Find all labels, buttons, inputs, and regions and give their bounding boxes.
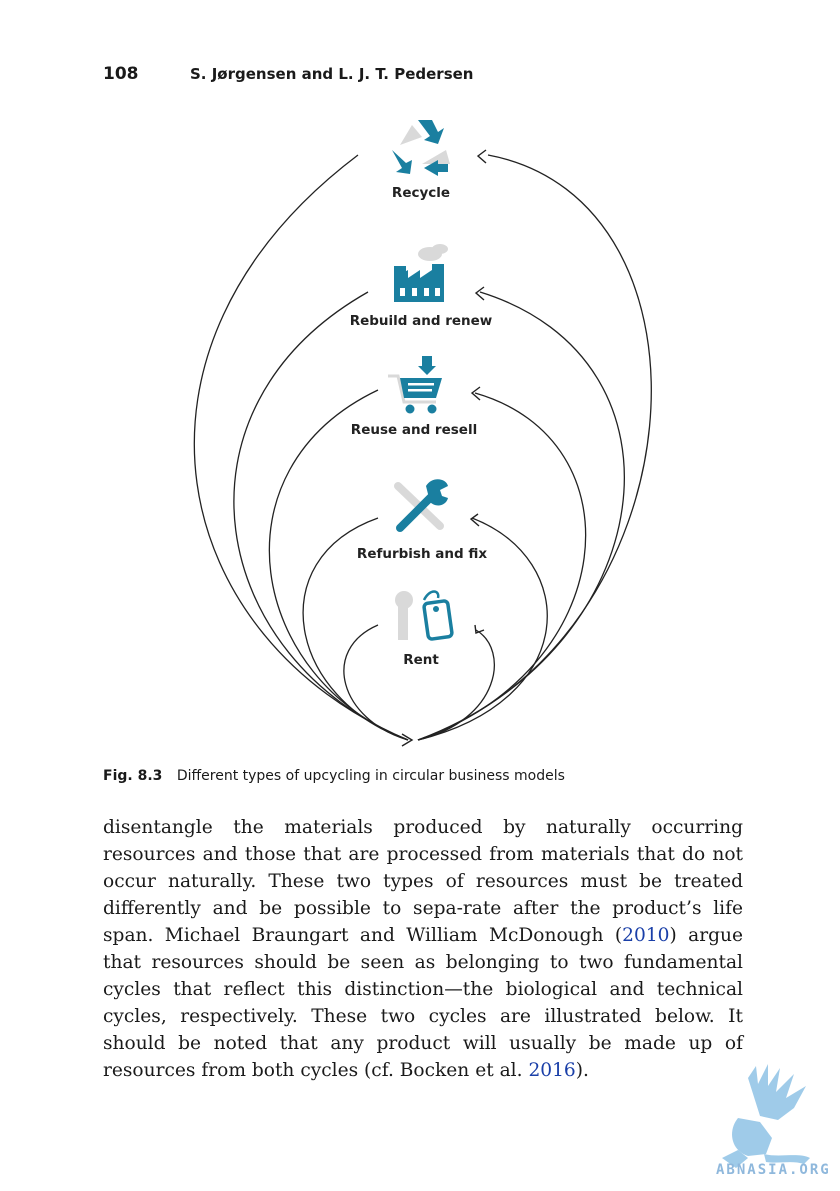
body-text-part-2: ) argue that resources should be seen as…: [103, 925, 743, 1081]
running-head-authors: S. Jørgensen and L. J. T. Pedersen: [190, 65, 474, 83]
rebuild-loop-left: [233, 291, 409, 741]
watermark-text: ABNASIA.ORG: [716, 1162, 831, 1178]
bottom-arrowhead: [401, 733, 414, 747]
refurbish-loop-right: [417, 517, 548, 741]
figure-caption: Fig. 8.3 Different types of upcycling in…: [103, 768, 565, 784]
reuse-loop-left: [268, 389, 409, 741]
factory-icon: [394, 244, 448, 302]
recycle-arrowhead: [476, 149, 487, 164]
recycle-loop-left: [193, 154, 409, 741]
body-text-part-3: ).: [575, 1060, 589, 1081]
page-number: 108: [103, 64, 139, 84]
reuse-arrowhead: [470, 386, 481, 401]
upcycling-figure: Recycle Rebuild and renew: [0, 100, 840, 760]
rebuild-loop-right: [417, 291, 625, 741]
wrench-screwdriver-icon: [394, 479, 448, 532]
recycle-arrows-icon: [392, 120, 450, 176]
rent-loop-right: [417, 629, 495, 741]
refurbish-loop-left: [302, 517, 409, 741]
body-paragraph: disentangle the materials produced by na…: [103, 814, 743, 1084]
rebuild-label: Rebuild and renew: [350, 313, 493, 329]
reuse-loop-right: [417, 392, 587, 741]
figure-caption-text: Different types of upcycling in circular…: [176, 768, 565, 784]
reuse-label: Reuse and resell: [351, 422, 477, 438]
figure-number: Fig. 8.3: [103, 768, 163, 784]
key-tag-icon: [395, 590, 454, 641]
rent-label: Rent: [403, 652, 439, 668]
citation-link-2016[interactable]: 2016: [528, 1060, 576, 1081]
rebuild-arrowhead: [474, 286, 485, 301]
recycle-loop-right: [417, 154, 652, 741]
shopping-cart-icon: [388, 356, 442, 414]
citation-link-2010[interactable]: 2010: [622, 925, 670, 946]
upcycling-diagram: Recycle Rebuild and renew: [193, 120, 652, 747]
rent-arrowhead: [474, 624, 485, 634]
refurbish-arrowhead: [469, 513, 480, 527]
recycle-label: Recycle: [392, 185, 450, 201]
refurbish-label: Refurbish and fix: [357, 546, 487, 562]
watermark-logo-icon: [722, 1064, 810, 1168]
rent-loop-left: [343, 624, 409, 741]
body-text-part-1: disentangle the materials produced by na…: [103, 817, 743, 946]
